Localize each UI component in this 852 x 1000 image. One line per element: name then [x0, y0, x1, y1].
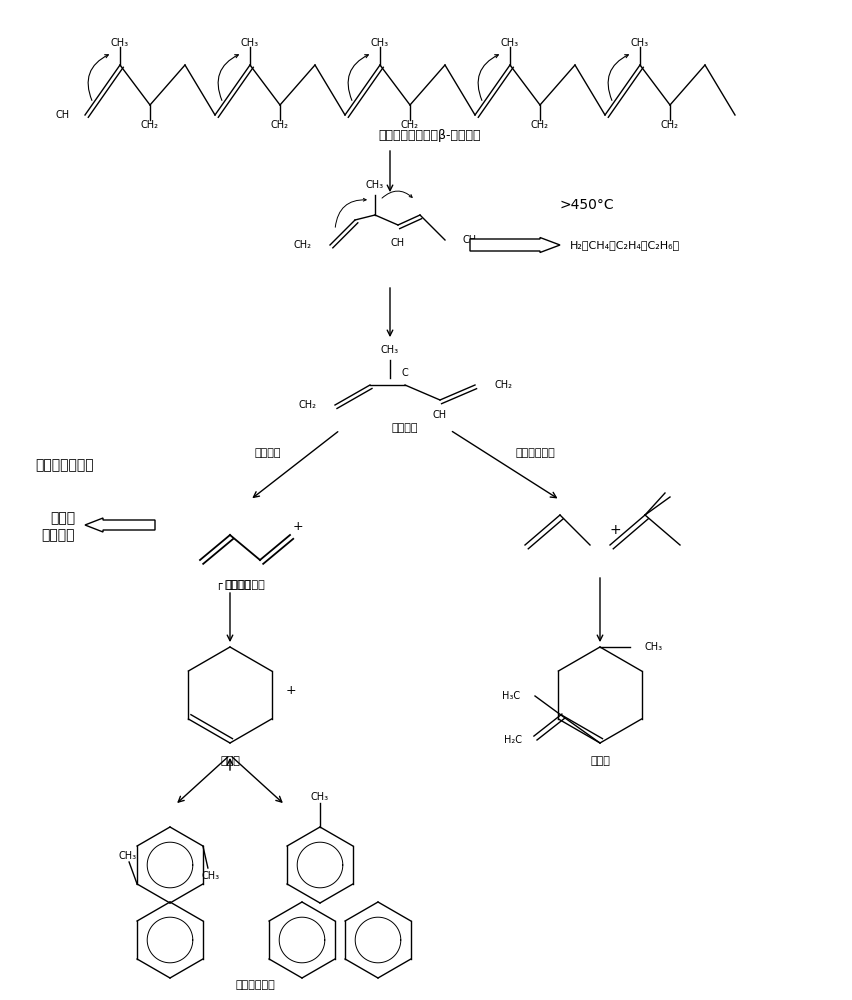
Text: 低温二聚反应: 低温二聚反应: [515, 448, 555, 458]
FancyArrowPatch shape: [348, 55, 368, 100]
Text: CH₃: CH₃: [311, 792, 329, 802]
FancyArrowPatch shape: [218, 55, 239, 100]
Text: 聚合、: 聚合、: [50, 511, 75, 525]
Text: CH₂: CH₂: [531, 120, 549, 130]
Text: +: +: [286, 684, 296, 696]
Text: CH₃: CH₃: [371, 38, 389, 48]
Text: CH₂: CH₂: [271, 120, 289, 130]
Text: CH₃: CH₃: [501, 38, 519, 48]
Text: 柠橬烯: 柠橬烯: [590, 756, 610, 766]
Text: CH₂: CH₂: [141, 120, 159, 130]
Text: CH₂: CH₂: [401, 120, 419, 130]
FancyArrowPatch shape: [336, 198, 366, 227]
Text: 芳香族化合物: 芳香族化合物: [235, 980, 275, 990]
Polygon shape: [470, 237, 560, 252]
Text: CH₂: CH₂: [463, 235, 481, 245]
Text: CH₃: CH₃: [631, 38, 649, 48]
Text: CH₂: CH₂: [495, 380, 513, 390]
Text: 异戊二烯: 异戊二烯: [392, 423, 418, 433]
Text: CH₃: CH₃: [111, 38, 129, 48]
FancyArrowPatch shape: [382, 191, 412, 198]
Text: CH₃: CH₃: [645, 642, 663, 652]
Text: 环己烷: 环己烷: [220, 756, 240, 766]
Text: 丁二烯阳离子: 丁二烯阳离子: [225, 580, 265, 590]
Text: ┌: ┌: [215, 580, 222, 590]
Text: CH₃: CH₃: [366, 180, 384, 190]
Text: >450°C: >450°C: [560, 198, 614, 212]
Text: +: +: [293, 520, 303, 534]
Text: 热分解时间：长: 热分解时间：长: [35, 458, 94, 472]
FancyArrowPatch shape: [88, 55, 108, 100]
Text: CH₃: CH₃: [381, 345, 399, 355]
Text: H₂、CH₄、C₂H₄、C₂H₆等: H₂、CH₄、C₂H₄、C₂H₆等: [570, 240, 680, 250]
Text: 聚异戊二烯橡胶的β-裂解解聚: 聚异戊二烯橡胶的β-裂解解聚: [379, 128, 481, 141]
Text: CH₃: CH₃: [118, 851, 136, 861]
Text: CH₂: CH₂: [661, 120, 679, 130]
Text: 高分子化: 高分子化: [42, 528, 75, 542]
Text: C: C: [401, 368, 408, 378]
Text: CH₃: CH₃: [202, 871, 220, 881]
Text: CH: CH: [391, 238, 405, 248]
Text: CH: CH: [433, 410, 447, 420]
Text: CH₂: CH₂: [299, 400, 317, 410]
Polygon shape: [85, 518, 155, 532]
Text: +: +: [609, 523, 621, 537]
Text: H₃C: H₃C: [502, 691, 520, 701]
Text: H₂C: H₂C: [504, 735, 522, 745]
Text: CH: CH: [56, 110, 70, 120]
FancyArrowPatch shape: [608, 55, 629, 100]
FancyArrowPatch shape: [478, 55, 498, 100]
Text: 高能碎裂: 高能碎裂: [255, 448, 281, 458]
Text: CH₂: CH₂: [294, 240, 312, 250]
Text: 异戊二烯: 异戊二烯: [225, 580, 251, 590]
Text: CH₃: CH₃: [241, 38, 259, 48]
